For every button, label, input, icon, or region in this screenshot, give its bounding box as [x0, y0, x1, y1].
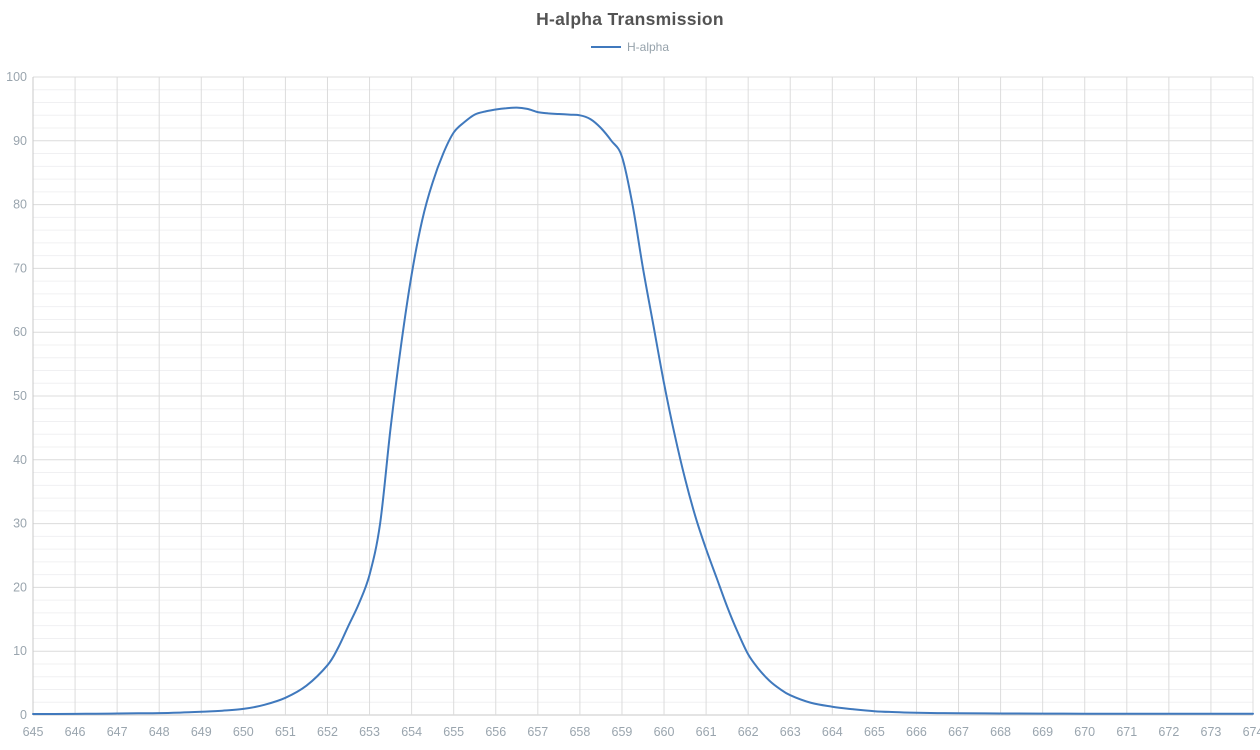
x-tick-label: 674 — [1243, 725, 1260, 739]
x-tick-label: 649 — [191, 725, 212, 739]
legend-line-marker — [590, 46, 621, 48]
x-tick-label: 661 — [696, 725, 717, 739]
x-tick-label: 673 — [1201, 725, 1222, 739]
y-tick-label: 70 — [13, 261, 27, 275]
x-tick-label: 669 — [1032, 725, 1053, 739]
x-tick-label: 665 — [864, 725, 885, 739]
x-tick-label: 653 — [359, 725, 380, 739]
x-tick-label: 662 — [738, 725, 759, 739]
x-tick-label: 645 — [23, 725, 44, 739]
x-tick-label: 656 — [485, 725, 506, 739]
x-tick-label: 660 — [654, 725, 675, 739]
x-tick-label: 668 — [990, 725, 1011, 739]
x-tick-label: 666 — [906, 725, 927, 739]
x-tick-label: 659 — [612, 725, 633, 739]
y-tick-label: 10 — [13, 644, 27, 658]
legend-label: H-alpha — [626, 40, 670, 54]
x-tick-label: 664 — [822, 725, 843, 739]
y-tick-label: 80 — [13, 198, 27, 212]
x-tick-label: 663 — [780, 725, 801, 739]
series-line-h-alpha — [32, 106, 1254, 715]
x-tick-label: 658 — [569, 725, 590, 739]
x-tick-label: 670 — [1074, 725, 1095, 739]
x-tick-label: 647 — [107, 725, 128, 739]
x-tick-label: 655 — [443, 725, 464, 739]
x-tick-label: 646 — [65, 725, 86, 739]
x-tick-label: 648 — [149, 725, 170, 739]
y-tick-label: 60 — [13, 325, 27, 339]
x-tick-label: 671 — [1116, 725, 1137, 739]
y-tick-label: 100 — [6, 70, 27, 84]
x-tick-label: 651 — [275, 725, 296, 739]
chart-title: H-alpha Transmission — [536, 9, 724, 29]
y-tick-label: 40 — [13, 453, 27, 467]
x-tick-label: 672 — [1158, 725, 1179, 739]
y-tick-label: 90 — [13, 134, 27, 148]
x-tick-label: 667 — [948, 725, 969, 739]
y-tick-label: 30 — [13, 517, 27, 531]
y-tick-label: 50 — [13, 389, 27, 403]
x-tick-label: 652 — [317, 725, 338, 739]
legend-item-h-alpha[interactable]: H-alpha — [0, 40, 1260, 54]
x-tick-label: 650 — [233, 725, 254, 739]
x-tick-label: 654 — [401, 725, 422, 739]
y-tick-label: 20 — [13, 580, 27, 594]
y-tick-label: 0 — [20, 708, 27, 722]
x-tick-label: 657 — [527, 725, 548, 739]
